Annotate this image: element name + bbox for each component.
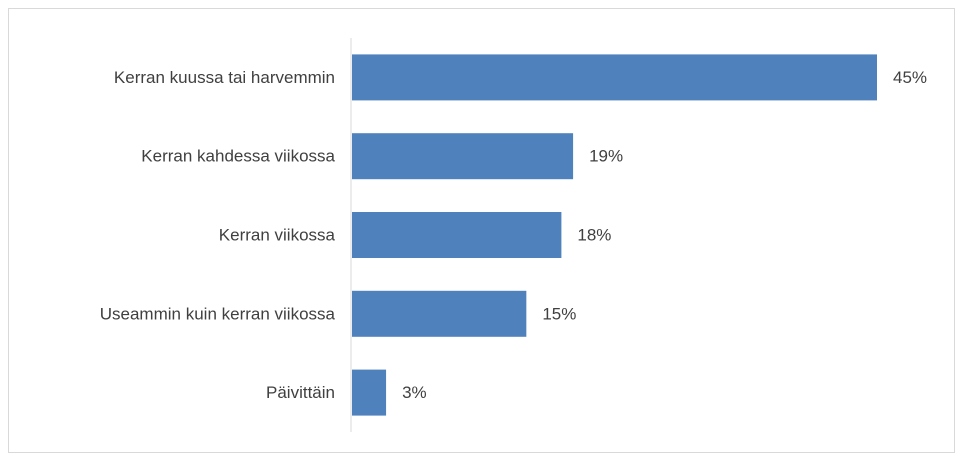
value-label-2: 19% — [589, 147, 623, 166]
bar-2 — [352, 133, 574, 180]
bar-5 — [352, 369, 387, 416]
bar-1 — [352, 54, 877, 101]
value-label-4: 15% — [542, 304, 576, 323]
value-label-3: 18% — [577, 226, 611, 245]
category-label-4: Useammin kuin kerran viikossa — [100, 304, 336, 323]
category-label-1: Kerran kuussa tai harvemmin — [114, 68, 335, 87]
value-label-1: 45% — [893, 68, 927, 87]
bar-4 — [352, 290, 527, 337]
bars — [352, 54, 877, 416]
category-label-2: Kerran kahdessa viikossa — [141, 147, 335, 166]
value-label-5: 3% — [402, 383, 427, 402]
category-label-5: Päivittäin — [266, 383, 335, 402]
value-labels: 45% 19% 18% 15% 3% — [402, 68, 927, 402]
bar-3 — [352, 212, 562, 258]
category-label-3: Kerran viikossa — [219, 226, 336, 245]
category-labels: Kerran kuussa tai harvemmin Kerran kahdes… — [100, 68, 336, 402]
